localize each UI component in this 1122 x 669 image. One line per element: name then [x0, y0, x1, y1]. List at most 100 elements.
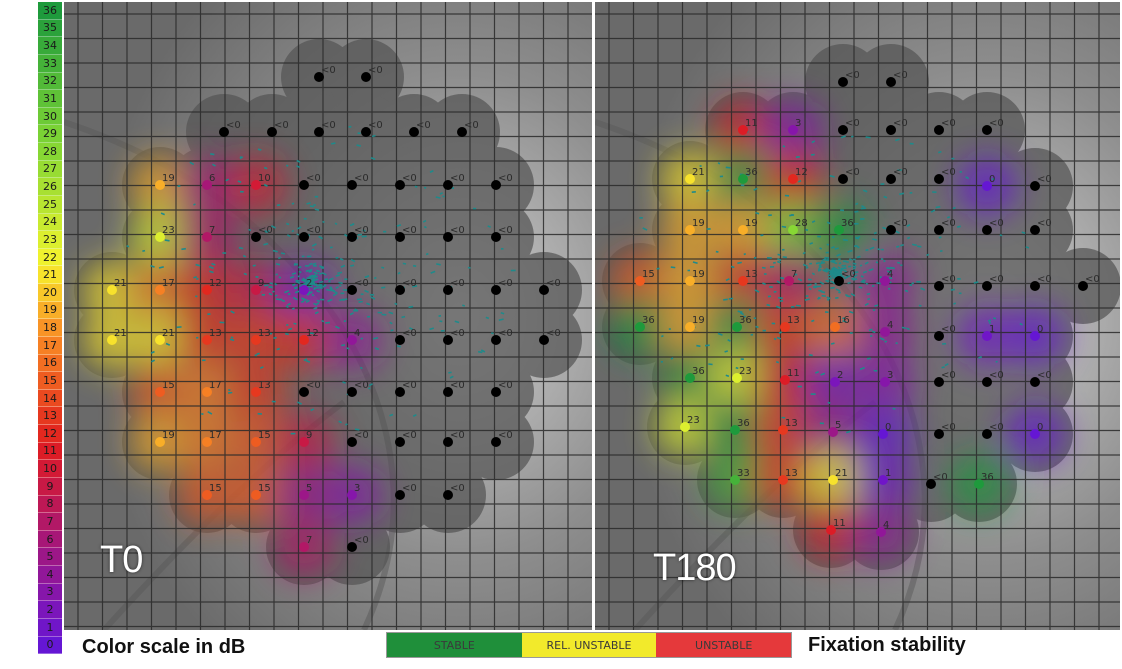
color-scale-step: 10	[38, 460, 62, 478]
stimulus-point: 15	[155, 380, 175, 397]
stimulus-value: <0	[989, 274, 1004, 285]
stimulus-point: <0	[934, 324, 956, 341]
stimulus-value: <0	[354, 430, 369, 441]
stimulus-value: <0	[989, 422, 1004, 433]
fundus-panel-t180: <0 <0 11 3 <0 <0 <0 <0 21 36 12 <0 <0 <0 0 <0 19 19 28 36 <0…	[595, 2, 1120, 630]
stimulus-point: <0	[347, 380, 369, 397]
stimulus-point: <0	[457, 120, 479, 137]
stimulus-value: 36	[841, 218, 854, 229]
color-scale-step: 36	[38, 2, 62, 20]
stimulus-value: 15	[258, 483, 271, 494]
stimulus-value: 10	[258, 173, 271, 184]
stimulus-point: <0	[395, 430, 417, 447]
stimulus-point: 0	[878, 422, 891, 439]
stimulus-point: <0	[491, 430, 513, 447]
microperimetry-map-t180: <0 <011 3 <0 <0 <0 <021 36 12 <0 <0 <00 <019 19 28 36 <0…	[595, 2, 1120, 630]
stimulus-value: <0	[845, 118, 860, 129]
color-scale-step: 4	[38, 566, 62, 584]
stimulus-point: 5	[828, 420, 841, 437]
stimulus-point: 4	[876, 520, 889, 537]
stimulus-point: 0	[1030, 422, 1043, 439]
stimulus-value: 23	[162, 225, 175, 236]
stimulus-point: <0	[491, 380, 513, 397]
stimulus-value: <0	[464, 120, 479, 131]
stimulus-point: 36	[685, 366, 705, 383]
stimulus-point: 7	[299, 535, 312, 552]
stimulus-value: 17	[162, 278, 175, 289]
stimulus-point: <0	[299, 225, 321, 242]
stimulus-value: 3	[887, 370, 893, 381]
stimulus-value: <0	[258, 225, 273, 236]
stimulus-point: 13	[778, 468, 798, 485]
microperimetry-map-t0: <0 <0<0 <0 <0 <0 <0 <019 6 10 <0 <0 <0 <0 <023 7 <0 <0 <0…	[64, 2, 592, 630]
stimulus-value: 33	[737, 468, 750, 479]
stimulus-point: <0	[395, 278, 417, 295]
stimulus-point: 17	[155, 278, 175, 295]
stimulus-point: 5	[299, 483, 312, 500]
color-scale-step: 20	[38, 284, 62, 302]
stimulus-value: 6	[209, 173, 215, 184]
stimulus-value: 9	[306, 430, 312, 441]
color-scale-step: 7	[38, 513, 62, 531]
stimulus-point: <0	[834, 269, 856, 286]
panel-title-t0: T0	[100, 539, 143, 581]
stimulus-point: <0	[934, 118, 956, 135]
stimulus-value: 19	[692, 315, 705, 326]
stimulus-point: <0	[1030, 274, 1052, 291]
stimulus-point: 21	[155, 328, 175, 345]
stimulus-value: <0	[1037, 174, 1052, 185]
stimulus-point: <0	[1030, 174, 1052, 191]
stimulus-point: 19	[685, 315, 705, 332]
fixation-stability-caption: Fixation stability	[808, 634, 966, 656]
grid-overlay	[595, 2, 1120, 630]
stimulus-point: 19	[685, 269, 705, 286]
stimulus-value: 0	[989, 174, 995, 185]
color-scale-caption: Color scale in dB	[82, 636, 246, 658]
fixation-segment: STABLE	[387, 633, 522, 657]
color-scale: 36 35 34 33 32 31 30 29 28 27 26 25 24 23 22 21 20 19 18 17…	[38, 2, 62, 655]
stimulus-point: <0	[409, 120, 431, 137]
stimulus-point: <0	[219, 120, 241, 137]
stimulus-value: 3	[354, 483, 360, 494]
stimulus-point: 19	[155, 173, 175, 190]
color-scale-step: 23	[38, 231, 62, 249]
stimulus-value: <0	[354, 278, 369, 289]
stimulus-value: 21	[692, 167, 705, 178]
stimulus-value: 21	[114, 278, 127, 289]
stimulus-point: 15	[202, 483, 222, 500]
stimulus-value: <0	[941, 218, 956, 229]
stimulus-value: <0	[321, 120, 336, 131]
stimulus-value: 2	[306, 278, 312, 289]
stimulus-value: 15	[642, 269, 655, 280]
stimulus-point: 16	[830, 315, 850, 332]
stimulus-point: 7	[784, 269, 797, 286]
stimulus-value: 11	[745, 118, 758, 129]
stimulus-point: <0	[491, 328, 513, 345]
stimulus-point: <0	[443, 380, 465, 397]
color-scale-step: 12	[38, 425, 62, 443]
stimulus-point: 13	[780, 315, 800, 332]
stimulus-point: 0	[982, 174, 995, 191]
stimulus-value: 4	[883, 520, 889, 531]
stimulus-point: 0	[1030, 324, 1043, 341]
stimulus-value: <0	[450, 483, 465, 494]
color-scale-step: 18	[38, 319, 62, 337]
stimulus-point: <0	[347, 225, 369, 242]
stimulus-point: 4	[347, 328, 360, 345]
color-scale-step: 35	[38, 19, 62, 38]
stimulus-value: <0	[450, 380, 465, 391]
stimulus-point: 17	[202, 380, 222, 397]
stimulus-value: <0	[989, 218, 1004, 229]
stimulus-value: 1	[989, 324, 995, 335]
stimulus-value: <0	[354, 380, 369, 391]
stimulus-value: <0	[546, 278, 561, 289]
stimulus-value: <0	[368, 120, 383, 131]
stimulus-point: 12	[299, 328, 319, 345]
panel-title-t180: T180	[653, 547, 737, 589]
stimulus-value: <0	[306, 225, 321, 236]
stimulus-value: 7	[791, 269, 797, 280]
stimulus-point: <0	[395, 328, 417, 345]
color-scale-step: 16	[38, 354, 62, 373]
stimulus-value: <0	[450, 173, 465, 184]
color-scale-step: 24	[38, 213, 62, 232]
